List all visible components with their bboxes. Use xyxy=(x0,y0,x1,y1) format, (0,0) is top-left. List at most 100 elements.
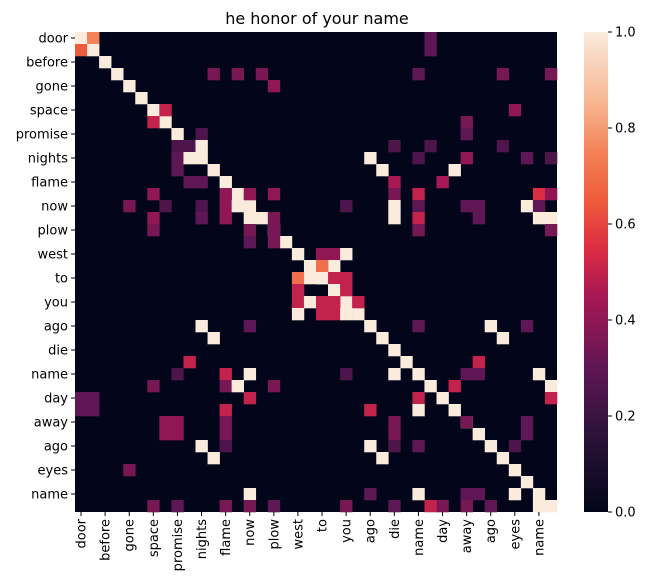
heatmap-cell xyxy=(496,140,510,153)
heatmap-cell xyxy=(508,104,522,117)
heatmap-cell xyxy=(159,104,172,117)
heatmap-cell xyxy=(171,164,184,177)
heatmap-cell xyxy=(147,380,160,393)
heatmap-cell xyxy=(412,212,425,225)
heatmap-cell xyxy=(484,320,498,333)
heatmap-cell xyxy=(171,140,184,153)
heatmap-cell xyxy=(291,272,305,285)
heatmap-cell xyxy=(388,500,401,513)
heatmap-cell xyxy=(219,428,232,441)
heatmap-cell xyxy=(267,380,281,393)
heatmap-cell xyxy=(460,488,473,501)
heatmap-cell xyxy=(171,500,184,513)
heatmap-cell xyxy=(99,56,112,69)
heatmap-cell xyxy=(316,272,329,285)
heatmap-cell xyxy=(520,428,534,441)
heatmap-cell xyxy=(243,200,257,213)
heatmap-cell xyxy=(412,404,425,417)
heatmap-cell xyxy=(219,176,232,189)
heatmap-cell xyxy=(484,440,498,453)
heatmap-cell xyxy=(544,224,558,237)
heatmap-cell xyxy=(496,68,510,81)
heatmap-cell xyxy=(508,464,522,477)
heatmap-cell xyxy=(472,200,485,213)
heatmap-cell xyxy=(352,308,365,321)
heatmap-cell xyxy=(340,368,353,381)
heatmap-cell xyxy=(460,500,473,513)
heatmap-cell xyxy=(291,308,305,321)
x-tick-label: now xyxy=(243,519,258,546)
heatmap-cell xyxy=(544,152,558,165)
heatmap-cell xyxy=(219,200,232,213)
heatmap-cell xyxy=(388,416,401,429)
heatmap-cell xyxy=(267,188,281,201)
heatmap-cell xyxy=(508,440,522,453)
heatmap-cell xyxy=(328,308,341,321)
x-tick-label: west xyxy=(291,519,306,550)
heatmap-cell xyxy=(243,188,257,201)
x-tick-label: gone xyxy=(123,519,138,551)
heatmap-cell xyxy=(243,500,257,513)
colorbar-tick-label: 0.6 xyxy=(615,218,636,233)
heatmap-cell xyxy=(316,248,329,261)
heatmap-cell xyxy=(316,296,329,309)
heatmap-cell xyxy=(147,104,160,117)
heatmap-cell xyxy=(303,296,317,309)
y-tick-label: nights xyxy=(28,152,68,167)
chart-title: he honor of your name xyxy=(225,9,409,28)
heatmap-cell xyxy=(544,68,558,81)
heatmap-cell xyxy=(388,176,401,189)
y-tick-label: now xyxy=(41,200,68,215)
heatmap-cell xyxy=(75,392,88,405)
heatmap-cell xyxy=(340,308,353,321)
heatmap-cell xyxy=(424,380,437,393)
y-tick-label: promise xyxy=(16,128,68,143)
heatmap-cell xyxy=(364,488,377,501)
y-tick-label: west xyxy=(37,248,68,263)
heatmap-cell xyxy=(195,128,208,141)
heatmap-cell xyxy=(520,152,534,165)
y-axis-ticks: door before gone space promise nights flame now… xyxy=(16,32,75,503)
heatmap-cell xyxy=(472,356,485,369)
y-tick-label: day xyxy=(44,392,68,407)
heatmap-cell xyxy=(183,152,196,165)
heatmap-cell xyxy=(508,488,522,501)
heatmap-cell xyxy=(243,368,257,381)
heatmap-cell xyxy=(340,500,353,513)
heatmap-cell xyxy=(255,212,269,225)
heatmap-cell xyxy=(183,140,196,153)
heatmap-cell xyxy=(75,44,88,57)
heatmap-cell xyxy=(87,44,100,57)
heatmap-cell xyxy=(424,500,437,513)
heatmap-cell xyxy=(376,452,389,465)
heatmap-cell xyxy=(195,212,208,225)
heatmap-cell xyxy=(448,380,461,393)
heatmap-cell xyxy=(267,80,281,93)
heatmap-cell xyxy=(303,272,317,285)
heatmap-cell xyxy=(472,488,485,501)
heatmap-cell xyxy=(316,308,329,321)
heatmap-cell xyxy=(75,32,88,45)
heatmap-cell xyxy=(412,440,425,453)
heatmap-cell xyxy=(460,368,473,381)
heatmap-cells xyxy=(75,32,558,513)
x-tick-label: away xyxy=(460,519,475,554)
heatmap-cell xyxy=(412,68,425,81)
heatmap-cell xyxy=(87,392,100,405)
heatmap-cell xyxy=(195,200,208,213)
y-tick-label: before xyxy=(26,56,68,71)
heatmap-cell xyxy=(219,416,232,429)
heatmap-cell xyxy=(448,404,461,417)
heatmap-cell xyxy=(111,68,124,81)
y-tick-label: ago xyxy=(44,440,68,455)
heatmap-cell xyxy=(412,200,425,213)
y-tick-label: flame xyxy=(31,176,68,191)
heatmap-cell xyxy=(340,200,353,213)
heatmap-cell xyxy=(544,392,558,405)
heatmap-cell xyxy=(291,296,305,309)
heatmap-cell xyxy=(352,296,365,309)
heatmap-cell xyxy=(424,32,437,45)
heatmap-cell xyxy=(171,428,184,441)
colorbar-tick-label: 1.0 xyxy=(615,26,636,41)
heatmap-cell xyxy=(364,440,377,453)
